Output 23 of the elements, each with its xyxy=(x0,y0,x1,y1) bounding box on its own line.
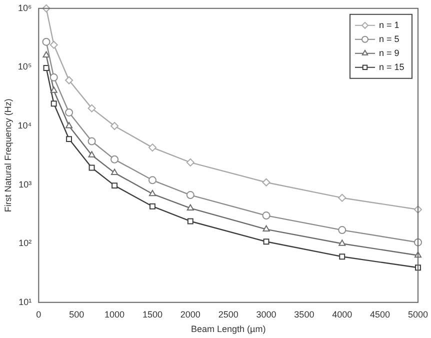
legend-label: n = 9 xyxy=(378,48,400,58)
x-tick-label: 3000 xyxy=(256,309,276,320)
x-tick-label: 0 xyxy=(36,309,42,320)
y-tick-label: 10² xyxy=(18,238,32,248)
legend-label: n = 5 xyxy=(378,34,400,44)
x-tick-label: 4000 xyxy=(332,309,352,320)
y-tick-label: 10⁵ xyxy=(18,62,32,72)
legend-label: n = 1 xyxy=(378,20,400,30)
y-axis-title: First Natural Frequency (Hz) xyxy=(2,98,13,212)
y-tick-label: 10⁴ xyxy=(18,120,32,130)
x-tick-label: 500 xyxy=(69,309,84,320)
x-tick-label: 5000 xyxy=(408,309,428,320)
y-tick-label: 10³ xyxy=(18,179,32,190)
legend-label: n = 15 xyxy=(378,62,404,72)
x-tick-label: 1500 xyxy=(142,309,162,320)
x-tick-label: 2500 xyxy=(218,309,238,320)
x-tick-label: 4500 xyxy=(370,309,390,320)
x-tick-label: 1000 xyxy=(104,309,125,320)
x-axis-title: Beam Length (µm) xyxy=(190,324,266,334)
x-tick-label: 2000 xyxy=(180,309,200,320)
y-tick-label: 10¹ xyxy=(18,296,32,307)
x-tick-label: 3500 xyxy=(294,309,314,320)
y-tick-label: 10⁶ xyxy=(18,2,32,13)
